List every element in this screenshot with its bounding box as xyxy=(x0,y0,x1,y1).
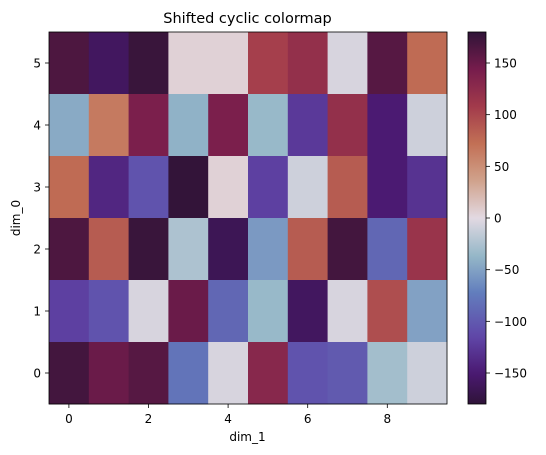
heatmap-cell xyxy=(168,218,209,281)
colorbar-gradient xyxy=(467,31,487,405)
y-tick-label: 3 xyxy=(33,181,41,195)
y-axis-label: dim_0 xyxy=(9,200,23,236)
heatmap-cell xyxy=(287,342,328,405)
heatmap-cell xyxy=(367,280,408,343)
heatmap-cell xyxy=(49,32,90,95)
heatmap-cell xyxy=(248,32,289,95)
x-tick-label: 6 xyxy=(304,412,312,426)
heatmap-cell xyxy=(407,218,448,281)
colorbar-tick-label: 150 xyxy=(494,57,517,71)
y-tick-label: 1 xyxy=(33,305,41,319)
heatmap-cell xyxy=(287,280,328,343)
heatmap-cell xyxy=(407,280,448,343)
heatmap-cell xyxy=(367,94,408,157)
colorbar-tick-label: 50 xyxy=(494,160,509,174)
y-tick-label: 2 xyxy=(33,243,41,257)
heatmap-cell xyxy=(128,156,169,219)
plot-frame xyxy=(48,31,448,405)
heatmap-cell xyxy=(88,342,129,405)
heatmap-cell xyxy=(407,156,448,219)
heatmap-cell xyxy=(208,218,249,281)
heatmap-cell xyxy=(88,156,129,219)
heatmap-cell xyxy=(88,32,129,95)
heatmap-cell xyxy=(367,218,408,281)
heatmap-cell xyxy=(208,280,249,343)
heatmap-cell xyxy=(367,156,408,219)
y-axis: 0 1 2 3 4 5 xyxy=(33,57,49,381)
heatmap-cell xyxy=(168,280,209,343)
chart-title: Shifted cyclic colormap xyxy=(163,11,332,27)
heatmap-cell xyxy=(128,218,169,281)
x-tick-label: 2 xyxy=(145,412,153,426)
heatmap-cell xyxy=(208,342,249,405)
heatmap-cell xyxy=(49,280,90,343)
y-tick-label: 5 xyxy=(33,57,41,71)
heatmap-cell xyxy=(327,280,368,343)
heatmap-cell xyxy=(248,280,289,343)
heatmap-cell xyxy=(327,342,368,405)
heatmap-cell xyxy=(208,94,249,157)
heatmap-cell xyxy=(287,32,328,95)
heatmap-cell xyxy=(287,218,328,281)
heatmap-cell xyxy=(208,32,249,95)
heatmap-cell xyxy=(367,342,408,405)
y-tick-label: 0 xyxy=(33,367,41,381)
heatmap-cell xyxy=(168,94,209,157)
heatmap-cell xyxy=(49,94,90,157)
heatmap-cell xyxy=(128,32,169,95)
heatmap-cell xyxy=(49,156,90,219)
heatmap-cell xyxy=(88,94,129,157)
heatmap-cell xyxy=(128,280,169,343)
heatmap-cell xyxy=(407,32,448,95)
heatmap-cell xyxy=(327,94,368,157)
heatmap-cell xyxy=(327,32,368,95)
heatmap-cell xyxy=(287,94,328,157)
heatmap-cell xyxy=(49,218,90,281)
heatmap-cell xyxy=(327,218,368,281)
colorbar-tick-label: 100 xyxy=(494,108,517,122)
heatmap-cell xyxy=(168,32,209,95)
x-tick-label: 8 xyxy=(383,412,391,426)
heatmap-cell xyxy=(128,94,169,157)
heatmap-cell xyxy=(248,156,289,219)
heatmap-cell xyxy=(248,218,289,281)
heatmap-cell xyxy=(88,280,129,343)
colorbar-tick-label: −100 xyxy=(494,315,527,329)
heatmap-cell xyxy=(208,156,249,219)
heatmap-cell xyxy=(168,156,209,219)
heatmap-cell xyxy=(287,156,328,219)
colorbar-tick-label: 0 xyxy=(494,212,502,226)
heatmap-cell xyxy=(128,342,169,405)
x-tick-label: 0 xyxy=(65,412,73,426)
heatmap-cell xyxy=(88,218,129,281)
heatmap-cell xyxy=(248,94,289,157)
y-tick-label: 4 xyxy=(33,119,41,133)
colorbar-tick-label: −50 xyxy=(494,263,519,277)
x-tick-label: 4 xyxy=(224,412,232,426)
x-axis-label: dim_1 xyxy=(229,430,265,444)
heatmap-cell xyxy=(49,342,90,405)
heatmap-cell xyxy=(248,342,289,405)
heatmap-cell xyxy=(327,156,368,219)
heatmap-cell xyxy=(407,94,448,157)
colorbar: −150 −100 −50 0 50 100 150 xyxy=(467,31,527,405)
heatmap-cell xyxy=(367,32,408,95)
colorbar-tick-label: −150 xyxy=(494,367,527,381)
heatmap-cell xyxy=(168,342,209,405)
heatmap-cells xyxy=(49,32,448,405)
heatmap-cell xyxy=(407,342,448,405)
x-axis: 0 2 4 6 8 xyxy=(65,404,391,426)
